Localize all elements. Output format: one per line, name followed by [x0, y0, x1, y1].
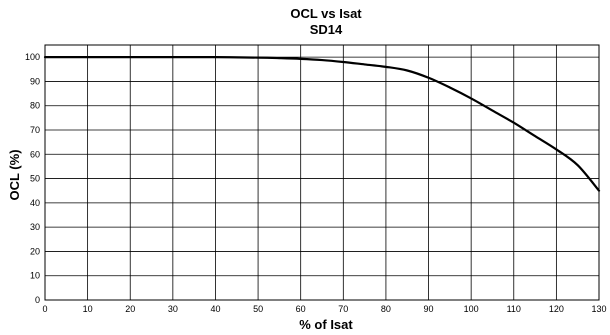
- y-tick-label: 100: [25, 52, 40, 62]
- grid-lines: [44, 45, 600, 301]
- x-tick-label: 120: [549, 304, 564, 314]
- y-tick-label: 70: [30, 125, 40, 135]
- x-axis-label: % of Isat: [299, 317, 353, 332]
- chart-title: OCL vs Isat: [290, 6, 362, 21]
- y-tick-labels: 0 10 20 30 40 50 60 70 80 90 100: [25, 52, 40, 305]
- y-tick-label: 40: [30, 198, 40, 208]
- x-tick-label: 50: [253, 304, 263, 314]
- x-tick-label: 70: [338, 304, 348, 314]
- y-tick-label: 80: [30, 101, 40, 111]
- y-tick-label: 30: [30, 222, 40, 232]
- x-tick-label: 60: [296, 304, 306, 314]
- x-tick-label: 80: [381, 304, 391, 314]
- y-tick-label: 50: [30, 174, 40, 184]
- x-tick-label: 130: [591, 304, 606, 314]
- ocl-curve: [43, 56, 601, 192]
- x-tick-label: 30: [168, 304, 178, 314]
- x-tick-label: 0: [42, 304, 47, 314]
- x-tick-labels: 0 10 20 30 40 50 60 70 80 90 100 110 120 130: [42, 304, 606, 314]
- x-tick-label: 90: [424, 304, 434, 314]
- y-tick-label: 20: [30, 246, 40, 256]
- x-tick-label: 40: [210, 304, 220, 314]
- y-axis-label: OCL (%): [7, 149, 22, 200]
- y-tick-label: 10: [30, 271, 40, 281]
- x-tick-label: 20: [125, 304, 135, 314]
- x-tick-label: 10: [83, 304, 93, 314]
- x-tick-label: 100: [464, 304, 479, 314]
- x-tick-label: 110: [507, 304, 521, 314]
- y-tick-label: 0: [35, 295, 40, 305]
- plot-frame: [44, 44, 600, 301]
- y-tick-label: 90: [30, 76, 40, 86]
- chart-subtitle: SD14: [310, 22, 343, 37]
- y-tick-label: 60: [30, 149, 40, 159]
